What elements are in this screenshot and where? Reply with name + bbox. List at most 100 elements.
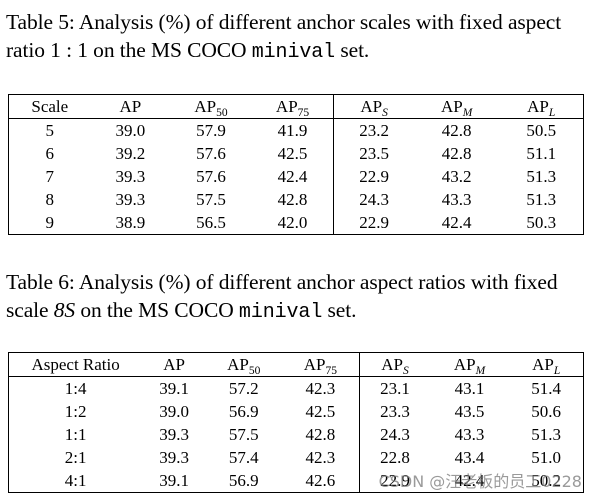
table-row: 1:4 39.1 57.2 42.3 23.1 43.1 51.4 (8, 376, 585, 400)
cell-ap75: 42.5 (277, 144, 308, 163)
table5-caption: Table 5: Analysis (%) of different ancho… (6, 8, 590, 67)
cell-apl: 51.0 (509, 446, 585, 469)
cell-apm: 43.5 (454, 402, 485, 421)
table6-caption-suffix: set. (322, 298, 357, 322)
cell-apm: 43.2 (441, 167, 472, 186)
cell-aps: 22.9 (333, 211, 414, 235)
table5: Scale AP AP50 AP75 APS APM APL 5 39.0 57… (7, 94, 585, 235)
table6-caption-middle: on the MS COCO (75, 298, 239, 322)
table5-caption-dataset: minival (251, 41, 336, 64)
cell-aps: 23.3 (359, 400, 430, 423)
cell-apl: 51.3 (499, 165, 585, 188)
cell-scale: 7 (7, 165, 91, 188)
cell-ap50: 56.9 (228, 402, 259, 421)
table6-header-ratio: Aspect Ratio (8, 352, 143, 377)
table6-header-ap: AP (142, 352, 206, 377)
cell-ap50: 57.2 (228, 379, 259, 398)
cell-aps: 23.5 (333, 142, 414, 165)
cell-ap50: 57.6 (196, 144, 226, 163)
table6-header-ap75: AP75 (281, 352, 360, 377)
cell-ap50: 56.5 (170, 211, 252, 235)
cell-scale: 9 (7, 211, 91, 235)
cell-ap: 39.0 (159, 402, 189, 421)
cell-ap75: 42.8 (277, 190, 308, 209)
table5-header-scale: Scale (7, 94, 91, 119)
table6-header-apm: APM (429, 352, 510, 377)
cell-ap75: 42.6 (281, 469, 360, 493)
cell-ap: 39.1 (159, 379, 189, 398)
cell-aps: 23.1 (359, 376, 430, 400)
table6-header-apl: APL (509, 352, 585, 377)
table6-caption-dataset: minival (238, 301, 323, 324)
cell-ap75: 42.3 (305, 448, 336, 467)
cell-ap75: 42.4 (277, 167, 308, 186)
cell-ap75: 42.5 (305, 402, 336, 421)
cell-apl: 50.2 (509, 469, 585, 493)
table5-header-ap75: AP75 (251, 94, 334, 119)
table6-header-ap50: AP50 (205, 352, 282, 377)
cell-apm: 43.3 (454, 425, 485, 444)
cell-aspect-ratio: 1:2 (8, 400, 143, 423)
cell-aps: 22.8 (359, 446, 430, 469)
cell-ap: 39.0 (115, 121, 146, 140)
table5-header-ap: AP (90, 94, 171, 119)
table6-caption-scale: 8S (53, 298, 76, 322)
cell-ap: 39.3 (159, 425, 189, 444)
table5-header-ap50: AP50 (170, 94, 252, 119)
cell-ap: 39.3 (115, 167, 146, 186)
cell-apm: 42.8 (441, 121, 472, 140)
cell-ap50: 57.5 (196, 190, 226, 209)
cell-apl: 50.5 (499, 118, 585, 142)
cell-apm: 43.4 (454, 448, 485, 467)
cell-ap75: 42.8 (305, 425, 336, 444)
cell-ap50: 56.9 (205, 469, 282, 493)
cell-ap: 38.9 (90, 211, 171, 235)
cell-ap50: 57.5 (228, 425, 259, 444)
cell-ap50: 57.4 (228, 448, 259, 467)
cell-apm: 42.4 (413, 211, 500, 235)
cell-aps: 22.9 (359, 469, 430, 493)
table5-header-row: Scale AP AP50 AP75 APS APM APL (7, 94, 585, 119)
table5-header-apm: APM (413, 94, 500, 119)
cell-apl: 51.4 (509, 376, 585, 400)
cell-ap50: 57.9 (196, 121, 226, 140)
table-row: 7 39.3 57.6 42.4 22.9 43.2 51.3 (7, 165, 585, 188)
cell-ap75: 41.9 (277, 121, 308, 140)
csdn-watermark: CSDN @汪老板的员工0228 (378, 472, 582, 491)
table-row: 8 39.3 57.5 42.8 24.3 43.3 51.3 (7, 188, 585, 211)
table6-header-aps: APS (359, 352, 430, 377)
cell-scale: 8 (7, 188, 91, 211)
table-row: 1:1 39.3 57.5 42.8 24.3 43.3 51.3 (8, 423, 585, 446)
cell-ap75: 42.0 (251, 211, 334, 235)
cell-ap: 39.3 (115, 190, 146, 209)
cell-aspect-ratio: 4:1 (8, 469, 143, 493)
cell-aps: 22.9 (333, 165, 414, 188)
table6: Aspect Ratio AP AP50 AP75 APS APM APL 1:… (8, 352, 585, 493)
cell-apl: 51.3 (499, 188, 585, 211)
table5-header-apl: APL (499, 94, 585, 119)
cell-ap: 39.3 (159, 448, 189, 467)
cell-apl: 51.1 (499, 142, 585, 165)
cell-apl: 50.3 (499, 211, 585, 235)
cell-ap50: 57.6 (196, 167, 226, 186)
table5-header-aps: APS (333, 94, 414, 119)
cell-apm: 43.3 (441, 190, 472, 209)
cell-aps: 23.2 (333, 118, 414, 142)
table6-caption: Table 6: Analysis (%) of different ancho… (6, 268, 590, 327)
cell-scale: 6 (7, 142, 91, 165)
table-row: 4:1 39.1 56.9 42.6 22.9 42.4 50.2 (8, 469, 585, 493)
table-row: 9 38.9 56.5 42.0 22.9 42.4 50.3 (7, 211, 585, 235)
cell-apm: 42.4 (429, 469, 510, 493)
table6-caption-prefix: Table 6: Analysis (%) of different ancho… (6, 270, 558, 322)
table-row: 2:1 39.3 57.4 42.3 22.8 43.4 51.0 (8, 446, 585, 469)
cell-apm: 42.8 (441, 144, 472, 163)
cell-aps: 24.3 (333, 188, 414, 211)
table-row: 5 39.0 57.9 41.9 23.2 42.8 50.5 (7, 118, 585, 142)
table-row: 6 39.2 57.6 42.5 23.5 42.8 51.1 (7, 142, 585, 165)
table-row: 1:2 39.0 56.9 42.5 23.3 43.5 50.6 (8, 400, 585, 423)
table5-caption-prefix: Table 5: Analysis (%) of different ancho… (6, 10, 562, 62)
cell-apl: 50.6 (509, 400, 585, 423)
cell-ap: 39.1 (142, 469, 206, 493)
cell-aps: 24.3 (359, 423, 430, 446)
cell-apl: 51.3 (509, 423, 585, 446)
